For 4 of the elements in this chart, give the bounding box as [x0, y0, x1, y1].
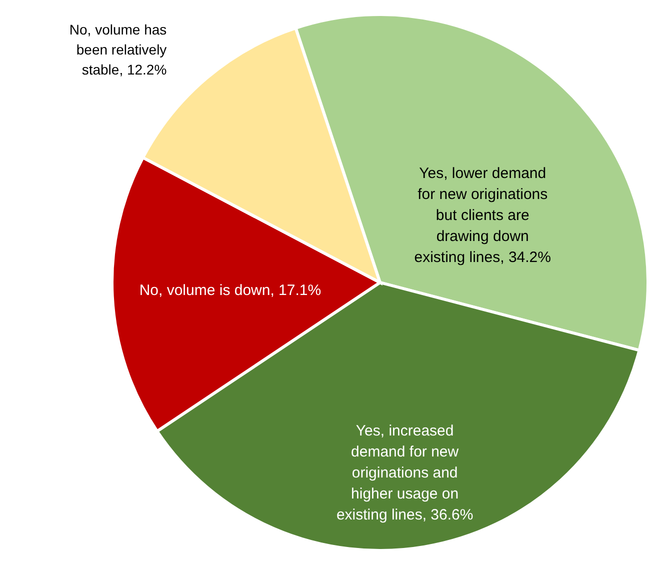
- slice-label: Yes, increased demand for new originations and higher usage on existing lines, 36.6%: [336, 422, 474, 524]
- slice-label: Yes, lower demand for new originations but clients are drawing down existing lines, 34.2%: [414, 165, 551, 266]
- slice-label: No, volume has been relatively stable, 12.2%: [69, 22, 167, 78]
- slice-label: No, volume is down, 17.1%: [139, 282, 322, 300]
